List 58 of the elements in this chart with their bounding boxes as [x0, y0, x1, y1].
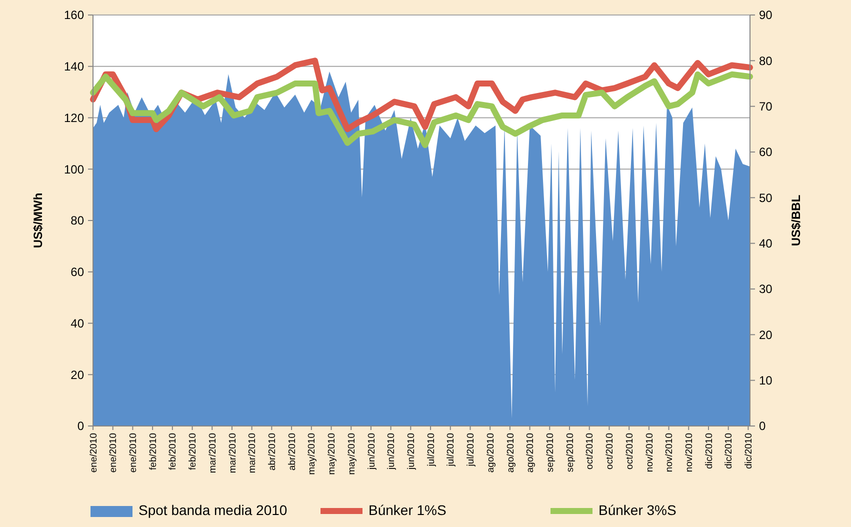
y-tick-label: 100: [64, 162, 84, 176]
y2-tick-label: 50: [759, 190, 773, 205]
x-tick-label: oct/2010: [624, 433, 636, 470]
y-tick-label: 80: [70, 214, 84, 228]
y2-axis-title: US$/BBL: [789, 194, 803, 246]
y-tick-label: 160: [64, 8, 84, 22]
x-tick-label: ene/2010: [108, 433, 120, 473]
x-tick-label: oct/2010: [604, 433, 616, 470]
x-tick-label: dic/2010: [724, 433, 735, 469]
legend-label: Spot banda media 2010: [138, 502, 288, 518]
x-tick-label: feb/2010: [148, 433, 159, 470]
legend-label: Búnker 1%S: [368, 502, 446, 518]
x-tick-label: dic/2010: [704, 433, 715, 469]
y2-tick-label: 10: [759, 374, 773, 388]
x-tick-label: ago/2010: [525, 433, 536, 473]
y-axis-title: US$/MWh: [31, 192, 45, 248]
x-tick-label: ene/2010: [88, 433, 100, 473]
x-tick-label: oct/2010: [584, 433, 596, 470]
y2-tick-label: 20: [759, 328, 773, 342]
y2-tick-label: 70: [759, 100, 773, 114]
x-tick-label: nov/2010: [664, 433, 676, 472]
x-tick-label: may/2010: [306, 433, 318, 475]
y-tick-label: 60: [70, 265, 84, 280]
y2-tick-label: 60: [759, 145, 773, 160]
x-tick-label: feb/2010: [168, 433, 179, 470]
x-tick-label: sep/2010: [564, 433, 576, 472]
x-tick-label: ago/2010: [505, 433, 516, 473]
x-tick-label: sep/2010: [544, 433, 556, 472]
y-tick-label: 0: [77, 419, 84, 434]
x-tick-label: nov/2010: [684, 433, 695, 472]
x-tick-label: jun/2010: [366, 433, 378, 470]
y-tick-label: 120: [64, 110, 84, 125]
x-tick-label: may/2010: [346, 433, 358, 475]
x-tick-label: ene/2010: [128, 433, 140, 473]
y2-tick-label: 80: [759, 54, 773, 68]
x-tick-label: ago/2010: [485, 433, 496, 473]
x-tick-label: jul/2010: [426, 433, 437, 468]
x-tick-label: abr/2010: [286, 433, 298, 471]
x-tick-label: mar/2010: [247, 433, 258, 474]
y2-tick-label: 30: [759, 282, 773, 296]
x-tick-label: mar/2010: [227, 433, 238, 474]
x-tick-label: may/2010: [326, 433, 338, 475]
x-tick-label: mar/2010: [207, 433, 218, 474]
x-tick-label: jun/2010: [406, 433, 417, 470]
x-tick-label: dic/2010: [744, 433, 755, 469]
y-tick-label: 140: [64, 60, 84, 74]
y2-tick-label: 40: [759, 236, 773, 251]
y2-tick-label: 90: [759, 8, 773, 22]
y-tick-label: 40: [70, 316, 84, 330]
x-tick-label: abr/2010: [267, 433, 278, 471]
x-tick-label: jul/2010: [466, 433, 477, 468]
x-tick-label: jun/2010: [386, 433, 398, 470]
x-tick-label: jul/2010: [446, 433, 457, 468]
legend-label: Búnker 3%S: [598, 502, 676, 518]
x-tick-label: feb/2010: [188, 433, 199, 470]
y2-tick-label: 0: [759, 419, 766, 434]
x-tick-label: nov/2010: [644, 433, 656, 472]
y-tick-label: 20: [70, 368, 84, 382]
